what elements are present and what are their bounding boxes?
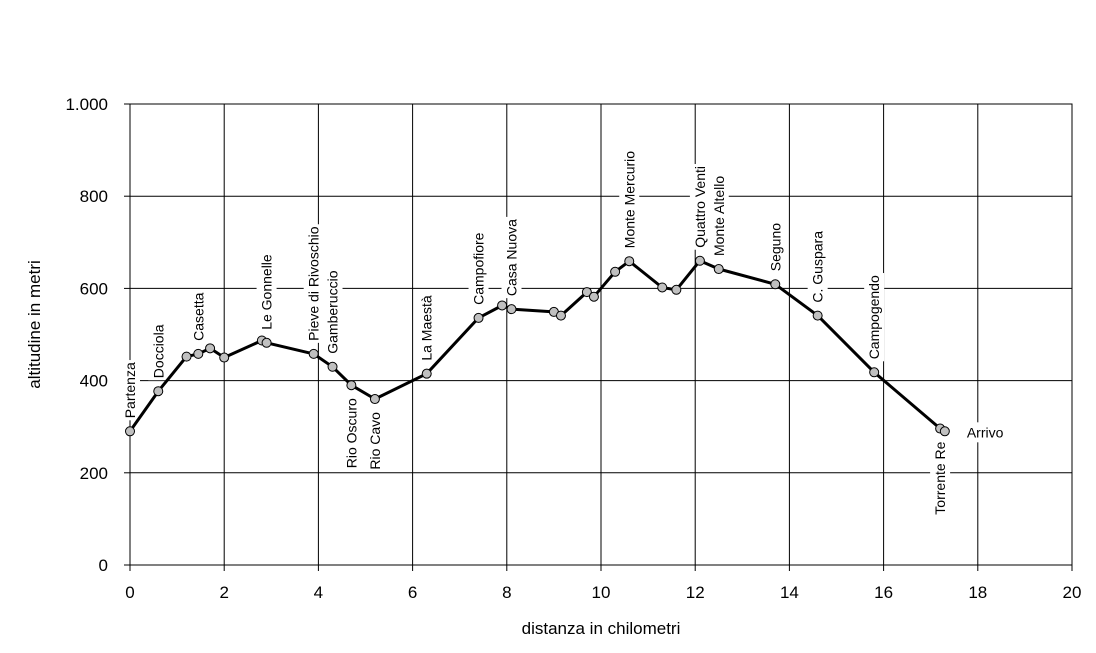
data-point bbox=[624, 256, 635, 267]
svg-text:Campogendo: Campogendo bbox=[866, 275, 882, 359]
x-axis-ticks: 0 2 4 6 8 10 12 14 16 18 20 bbox=[125, 565, 1081, 602]
point-label: Casetta bbox=[188, 290, 209, 343]
point-label: Gamberuccio bbox=[322, 268, 343, 356]
svg-text:Casa Nuova: Casa Nuova bbox=[504, 219, 520, 296]
x-tick-label: 10 bbox=[592, 583, 611, 602]
point-label: Seguno bbox=[765, 220, 786, 274]
data-point bbox=[812, 310, 823, 321]
point-label: Campogendo bbox=[864, 273, 885, 362]
point-label: Casa Nuova bbox=[501, 216, 522, 299]
data-point bbox=[181, 351, 192, 362]
x-axis-title: distanza in chilometri bbox=[522, 619, 681, 638]
point-label: Campofiore bbox=[468, 230, 489, 307]
data-point bbox=[610, 266, 621, 277]
data-point bbox=[193, 348, 204, 359]
svg-text:Docciola: Docciola bbox=[150, 324, 166, 378]
data-point bbox=[205, 343, 216, 354]
data-point bbox=[125, 426, 135, 437]
point-label: C. Guspara bbox=[807, 228, 828, 305]
y-tick-label: 800 bbox=[80, 187, 108, 206]
x-tick-label: 20 bbox=[1063, 583, 1082, 602]
data-point bbox=[770, 279, 781, 290]
x-tick-label: 8 bbox=[502, 583, 511, 602]
svg-text:La Maestà: La Maestà bbox=[419, 295, 435, 361]
y-tick-label: 1.000 bbox=[65, 95, 108, 114]
point-label: Docciola bbox=[148, 322, 169, 381]
svg-text:Partenza: Partenza bbox=[122, 362, 138, 418]
point-label: Pieve di Rivoschio bbox=[303, 224, 324, 343]
data-points bbox=[125, 255, 950, 437]
data-point bbox=[555, 310, 566, 321]
svg-text:Monte Mercurio: Monte Mercurio bbox=[621, 151, 637, 248]
y-tick-label: 400 bbox=[80, 372, 108, 391]
point-label: Rio Cavo bbox=[364, 409, 385, 472]
x-tick-label: 16 bbox=[874, 583, 893, 602]
x-tick-label: 0 bbox=[125, 583, 134, 602]
point-label: Rio Oscuro bbox=[341, 396, 362, 471]
data-point bbox=[939, 426, 950, 437]
svg-text:Quattro Venti: Quattro Venti bbox=[692, 166, 708, 248]
svg-text:Gamberuccio: Gamberuccio bbox=[325, 270, 341, 353]
data-point bbox=[369, 394, 380, 405]
svg-text:Arrivo: Arrivo bbox=[967, 424, 1004, 440]
data-point bbox=[581, 287, 592, 298]
data-point bbox=[473, 312, 484, 323]
data-point bbox=[497, 300, 508, 311]
data-point bbox=[588, 291, 599, 302]
x-tick-label: 12 bbox=[686, 583, 705, 602]
y-axis-title: altitudine in metri bbox=[25, 260, 44, 389]
point-label: Monte Mercurio bbox=[619, 148, 640, 251]
data-point bbox=[506, 304, 517, 315]
x-tick-label: 4 bbox=[314, 583, 323, 602]
data-point bbox=[694, 255, 705, 266]
svg-text:Pieve di Rivoschio: Pieve di Rivoschio bbox=[306, 226, 322, 341]
svg-text:Rio Cavo: Rio Cavo bbox=[367, 412, 383, 470]
point-label: Arrivo bbox=[964, 422, 1006, 443]
svg-text:Torrente Re: Torrente Re bbox=[932, 441, 948, 514]
data-point bbox=[671, 284, 682, 295]
svg-text:Seguno: Seguno bbox=[767, 223, 783, 271]
x-tick-label: 6 bbox=[408, 583, 417, 602]
point-label: Monte Altello bbox=[708, 173, 729, 259]
x-tick-label: 18 bbox=[968, 583, 987, 602]
data-point bbox=[657, 282, 668, 293]
point-label: Quattro Venti bbox=[689, 164, 710, 250]
point-label: La Maestà bbox=[416, 293, 437, 363]
point-annotations: Partenza Docciola Casetta Le Gonnelle Pieve … bbox=[120, 148, 1006, 517]
svg-text:Rio Oscuro: Rio Oscuro bbox=[343, 398, 359, 468]
x-tick-label: 14 bbox=[780, 583, 799, 602]
y-axis-ticks: 0 200 400 600 800 1.000 bbox=[65, 95, 130, 575]
data-point bbox=[153, 386, 164, 397]
data-point bbox=[421, 368, 432, 379]
svg-text:Le Gonnelle: Le Gonnelle bbox=[259, 254, 275, 330]
point-label: Partenza bbox=[120, 360, 140, 421]
data-point bbox=[308, 348, 319, 359]
data-point bbox=[869, 367, 880, 378]
svg-text:Monte Altello: Monte Altello bbox=[711, 176, 727, 256]
svg-text:Campofiore: Campofiore bbox=[471, 232, 487, 305]
data-point bbox=[327, 361, 338, 372]
y-tick-label: 200 bbox=[80, 464, 108, 483]
data-point bbox=[346, 380, 357, 391]
data-point bbox=[219, 352, 230, 363]
svg-text:Casetta: Casetta bbox=[190, 292, 206, 340]
point-label: Le Gonnelle bbox=[256, 252, 277, 332]
data-point bbox=[713, 264, 724, 275]
data-point bbox=[261, 337, 272, 348]
y-tick-label: 600 bbox=[80, 279, 108, 298]
y-tick-label: 0 bbox=[99, 556, 108, 575]
x-tick-label: 2 bbox=[219, 583, 228, 602]
point-label: Torrente Re bbox=[930, 439, 951, 517]
svg-text:C. Guspara: C. Guspara bbox=[810, 231, 826, 303]
